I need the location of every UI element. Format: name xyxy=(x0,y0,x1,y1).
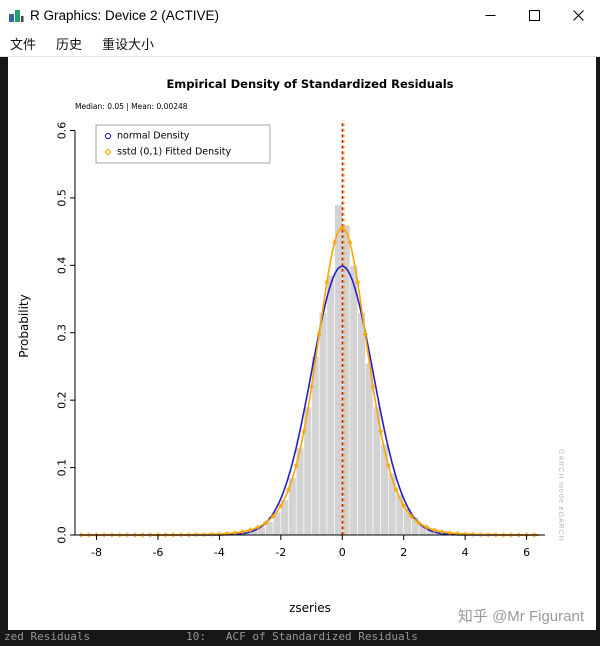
menu-resize[interactable]: 重设大小 xyxy=(102,36,155,52)
svg-text:0.4: 0.4 xyxy=(56,257,69,275)
window-controls xyxy=(468,0,600,30)
svg-text:-6: -6 xyxy=(152,546,163,559)
window-title: R Graphics: Device 2 (ACTIVE) xyxy=(30,7,220,23)
svg-text:0.3: 0.3 xyxy=(56,324,69,342)
minimize-button[interactable] xyxy=(468,0,512,30)
titlebar[interactable]: R Graphics: Device 2 (ACTIVE) xyxy=(0,0,600,30)
svg-text:-2: -2 xyxy=(275,546,286,559)
background-text-right: 10: ACF of Standardized Residuals xyxy=(186,630,418,643)
svg-text:0.5: 0.5 xyxy=(56,189,69,207)
background-text-left: zed Residuals xyxy=(4,630,91,643)
menu-history[interactable]: 历史 xyxy=(56,36,83,52)
svg-text:0.1: 0.1 xyxy=(56,459,69,477)
svg-text:Median: 0.05 | Mean: 0.00248: Median: 0.05 | Mean: 0.00248 xyxy=(75,102,188,111)
plot-area: Empirical Density of Standardized Residu… xyxy=(8,57,596,630)
svg-text:4: 4 xyxy=(462,546,469,559)
legend: normal Density sstd (0,1) Fitted Density xyxy=(95,124,271,164)
svg-text:0.0: 0.0 xyxy=(56,526,69,544)
minimize-icon xyxy=(485,14,495,16)
svg-text:normal Density: normal Density xyxy=(117,131,190,142)
background-bottom-strip: zed Residuals 10: ACF of Standardized Re… xyxy=(0,630,600,646)
svg-text:Empirical Density of Standardi: Empirical Density of Standardized Residu… xyxy=(166,77,453,91)
app-icon xyxy=(8,7,24,23)
svg-text:0: 0 xyxy=(339,546,346,559)
maximize-button[interactable] xyxy=(512,0,556,30)
density-chart: Empirical Density of Standardized Residu… xyxy=(17,77,545,615)
svg-text:6: 6 xyxy=(523,546,530,559)
side-note: GARCH mode eGARCH xyxy=(557,449,564,542)
svg-text:sstd (0,1) Fitted Density: sstd (0,1) Fitted Density xyxy=(117,147,231,158)
histogram-bars xyxy=(242,204,451,536)
close-button[interactable] xyxy=(556,0,600,30)
close-icon xyxy=(572,9,584,21)
svg-text:2: 2 xyxy=(400,546,407,559)
watermark: 知乎 @Mr Figurant xyxy=(457,608,584,625)
svg-text:-8: -8 xyxy=(91,546,102,559)
svg-text:-4: -4 xyxy=(214,546,225,559)
menubar: 文件 历史 重设大小 xyxy=(0,30,600,57)
svg-text:Probability: Probability xyxy=(17,294,31,357)
background-right-strip xyxy=(596,57,600,646)
svg-text:zseries: zseries xyxy=(289,601,331,615)
maximize-icon xyxy=(528,9,540,21)
background-left-strip xyxy=(0,57,8,630)
menu-file[interactable]: 文件 xyxy=(10,36,37,52)
svg-text:0.6: 0.6 xyxy=(56,122,69,140)
svg-text:0.2: 0.2 xyxy=(56,391,69,409)
